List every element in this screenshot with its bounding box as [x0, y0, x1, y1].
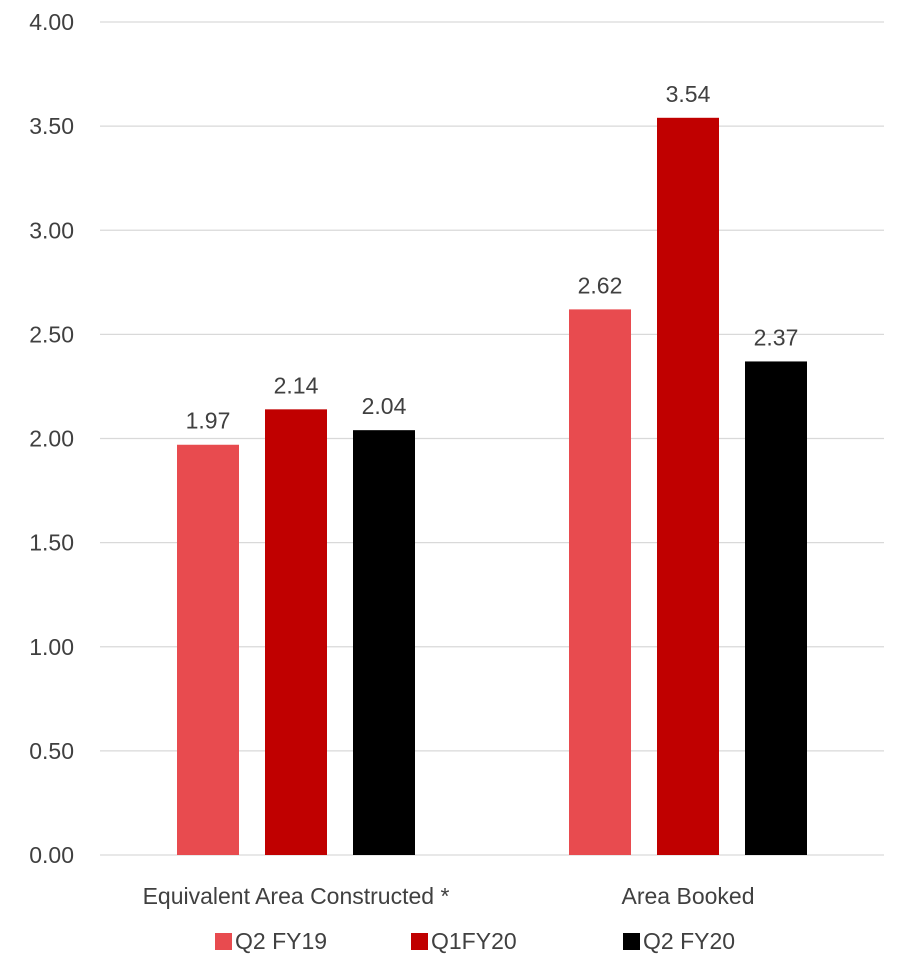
data-label: 2.14 [274, 372, 319, 398]
y-tick-label: 3.50 [29, 113, 74, 139]
legend-swatch [411, 933, 428, 950]
data-label: 1.97 [186, 408, 231, 434]
bar-2-1 [745, 361, 807, 855]
legend-swatch [215, 933, 232, 950]
legend-label: Q2 FY20 [643, 928, 735, 954]
bar-1-0 [265, 409, 327, 855]
y-tick-label: 3.00 [29, 217, 74, 243]
x-category-label: Equivalent Area Constructed * [143, 883, 450, 909]
y-tick-label: 4.00 [29, 9, 74, 35]
data-label: 3.54 [666, 81, 711, 107]
y-axis-tick-labels: 0.00 0.50 1.00 1.50 2.00 2.50 3.00 3.50 4.00 [29, 9, 74, 868]
bar-0-1 [569, 309, 631, 855]
bars [177, 117, 807, 856]
x-axis-category-labels: Equivalent Area Constructed * Area Booked [143, 883, 755, 909]
data-label: 2.04 [362, 393, 407, 419]
bar-2-0 [353, 430, 415, 855]
data-label: 2.62 [578, 272, 623, 298]
y-tick-label: 2.00 [29, 426, 74, 452]
x-category-label: Area Booked [622, 883, 755, 909]
legend: Q2 FY19 Q1FY20 Q2 FY20 [215, 928, 735, 954]
y-tick-label: 1.50 [29, 530, 74, 556]
y-tick-label: 0.00 [29, 842, 74, 868]
data-label: 2.37 [754, 324, 799, 350]
y-tick-label: 1.00 [29, 634, 74, 660]
bar-1-1 [657, 117, 719, 856]
y-tick-label: 0.50 [29, 738, 74, 764]
legend-label: Q2 FY19 [235, 928, 327, 954]
y-tick-label: 2.50 [29, 321, 74, 347]
legend-label: Q1FY20 [431, 928, 517, 954]
data-labels: 1.97 2.14 2.04 2.62 3.54 2.37 [186, 81, 799, 434]
bar-0-0 [177, 444, 239, 855]
legend-swatch [623, 933, 640, 950]
